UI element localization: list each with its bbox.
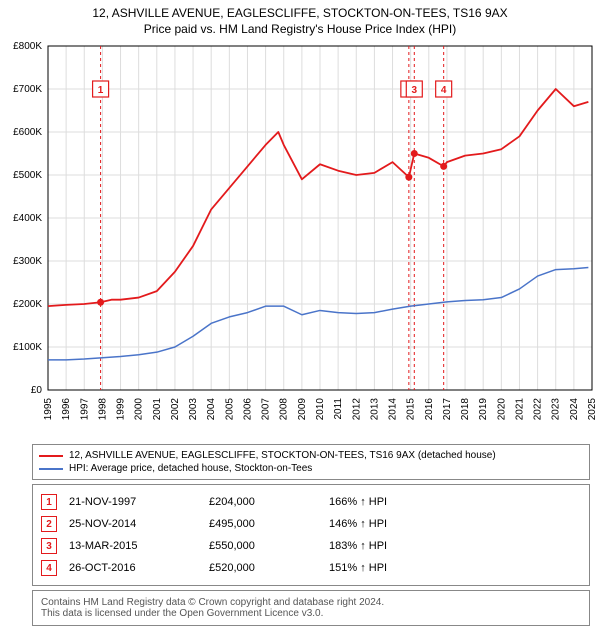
svg-text:2015: 2015 xyxy=(406,398,417,421)
sale-row: 3 13-MAR-2015£550,000183% ↑ HPI xyxy=(41,535,581,557)
svg-text:2001: 2001 xyxy=(152,398,163,421)
svg-text:3: 3 xyxy=(412,85,418,96)
svg-text:2018: 2018 xyxy=(460,398,471,421)
sale-relative: 151% ↑ HPI xyxy=(329,562,449,574)
svg-text:1995: 1995 xyxy=(43,398,54,421)
svg-text:£500K: £500K xyxy=(13,170,42,181)
svg-text:£0: £0 xyxy=(31,385,43,396)
sale-price: £495,000 xyxy=(209,518,329,530)
legend-label: 12, ASHVILLE AVENUE, EAGLESCLIFFE, STOCK… xyxy=(69,450,496,461)
chart-svg: £0 £100K £200K £300K £400K £500K £600K £700K £80… xyxy=(0,38,600,438)
sale-relative: 146% ↑ HPI xyxy=(329,518,449,530)
chart: £0 £100K £200K £300K £400K £500K £600K £700K £80… xyxy=(0,38,600,438)
sale-relative: 166% ↑ HPI xyxy=(329,496,449,508)
svg-text:2013: 2013 xyxy=(369,398,380,421)
svg-text:£400K: £400K xyxy=(13,213,42,224)
svg-text:2006: 2006 xyxy=(242,398,253,421)
svg-text:2017: 2017 xyxy=(442,398,453,421)
chart-titles: 12, ASHVILLE AVENUE, EAGLESCLIFFE, STOCK… xyxy=(0,0,600,38)
sale-relative: 183% ↑ HPI xyxy=(329,540,449,552)
title-subtitle: Price paid vs. HM Land Registry's House … xyxy=(8,22,592,36)
legend-swatch xyxy=(39,468,63,470)
sale-marker: 2 xyxy=(41,516,57,532)
svg-text:2011: 2011 xyxy=(333,398,344,420)
svg-text:£200K: £200K xyxy=(13,299,42,310)
sale-marker: 4 xyxy=(41,560,57,576)
svg-text:2024: 2024 xyxy=(569,398,580,421)
sale-price: £550,000 xyxy=(209,540,329,552)
sale-date: 26-OCT-2016 xyxy=(69,562,209,574)
sales-table: 1 21-NOV-1997£204,000166% ↑ HPI 2 25-NOV-20… xyxy=(32,484,590,586)
legend-swatch xyxy=(39,455,63,457)
svg-text:1996: 1996 xyxy=(61,398,72,421)
sale-date: 21-NOV-1997 xyxy=(69,496,209,508)
footer-line2: This data is licensed under the Open Gov… xyxy=(41,608,581,619)
svg-text:2009: 2009 xyxy=(297,398,308,421)
svg-text:1997: 1997 xyxy=(79,398,90,421)
svg-text:2005: 2005 xyxy=(224,398,235,421)
svg-text:1999: 1999 xyxy=(116,398,127,421)
svg-text:2003: 2003 xyxy=(188,398,199,421)
svg-text:£800K: £800K xyxy=(13,41,42,52)
svg-text:£600K: £600K xyxy=(13,127,42,138)
svg-text:2012: 2012 xyxy=(351,398,362,421)
svg-text:4: 4 xyxy=(441,85,447,96)
sale-marker: 1 xyxy=(41,494,57,510)
footer-line1: Contains HM Land Registry data © Crown c… xyxy=(41,597,581,608)
page: 12, ASHVILLE AVENUE, EAGLESCLIFFE, STOCK… xyxy=(0,0,600,626)
legend-label: HPI: Average price, detached house, Stoc… xyxy=(69,463,312,474)
svg-text:1998: 1998 xyxy=(97,398,108,421)
sale-price: £520,000 xyxy=(209,562,329,574)
svg-text:2016: 2016 xyxy=(424,398,435,421)
legend-item: HPI: Average price, detached house, Stoc… xyxy=(39,462,583,475)
legend: 12, ASHVILLE AVENUE, EAGLESCLIFFE, STOCK… xyxy=(32,444,590,480)
svg-text:2019: 2019 xyxy=(478,398,489,421)
sale-row: 2 25-NOV-2014£495,000146% ↑ HPI xyxy=(41,513,581,535)
svg-text:£300K: £300K xyxy=(13,256,42,267)
svg-text:2014: 2014 xyxy=(388,398,399,421)
svg-text:2007: 2007 xyxy=(261,398,272,421)
svg-text:2000: 2000 xyxy=(134,398,145,421)
sale-row: 1 21-NOV-1997£204,000166% ↑ HPI xyxy=(41,491,581,513)
svg-text:2022: 2022 xyxy=(533,398,544,421)
footer: Contains HM Land Registry data © Crown c… xyxy=(32,590,590,626)
svg-text:£100K: £100K xyxy=(13,342,42,353)
svg-text:1: 1 xyxy=(98,85,104,96)
svg-text:2002: 2002 xyxy=(170,398,181,421)
legend-item: 12, ASHVILLE AVENUE, EAGLESCLIFFE, STOCK… xyxy=(39,449,583,462)
svg-text:2021: 2021 xyxy=(514,398,525,421)
title-address: 12, ASHVILLE AVENUE, EAGLESCLIFFE, STOCK… xyxy=(8,6,592,20)
svg-text:2010: 2010 xyxy=(315,398,326,421)
sale-row: 4 26-OCT-2016£520,000151% ↑ HPI xyxy=(41,557,581,579)
sale-price: £204,000 xyxy=(209,496,329,508)
svg-text:2023: 2023 xyxy=(551,398,562,421)
svg-text:2008: 2008 xyxy=(279,398,290,421)
svg-text:2020: 2020 xyxy=(496,398,507,421)
svg-text:2004: 2004 xyxy=(206,398,217,421)
sale-date: 13-MAR-2015 xyxy=(69,540,209,552)
svg-text:£700K: £700K xyxy=(13,84,42,95)
sale-date: 25-NOV-2014 xyxy=(69,518,209,530)
svg-text:2025: 2025 xyxy=(587,398,598,421)
sale-marker: 3 xyxy=(41,538,57,554)
